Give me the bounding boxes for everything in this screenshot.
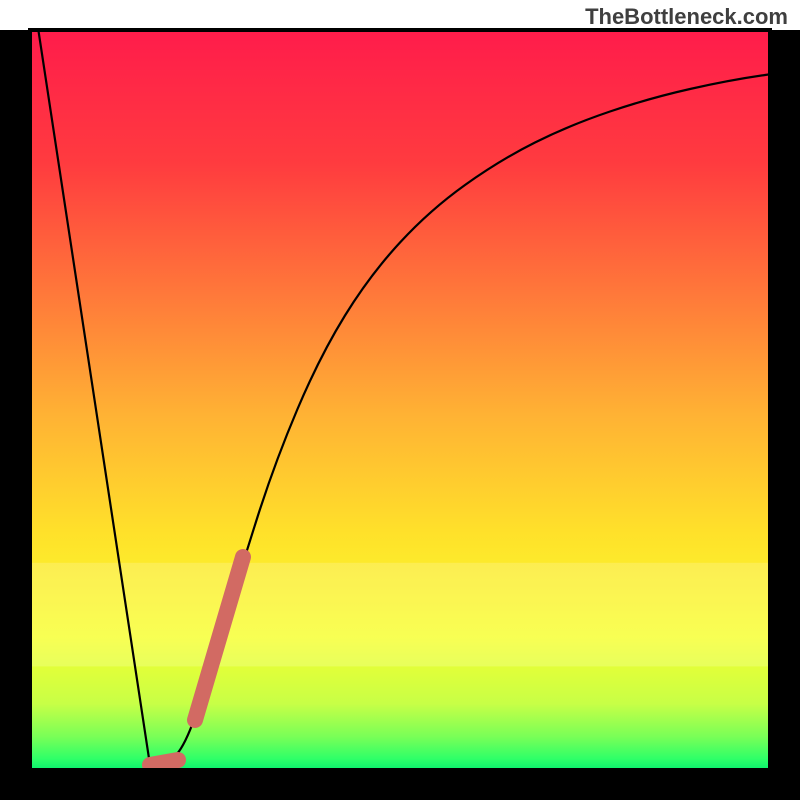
chart-bottom-band bbox=[0, 770, 800, 800]
bottleneck-chart bbox=[0, 0, 800, 800]
chart-container: TheBottleneck.com bbox=[0, 0, 800, 800]
chart-pale-band bbox=[30, 563, 770, 667]
watermark-text: TheBottleneck.com bbox=[585, 4, 788, 30]
chart-left-band bbox=[0, 30, 30, 800]
